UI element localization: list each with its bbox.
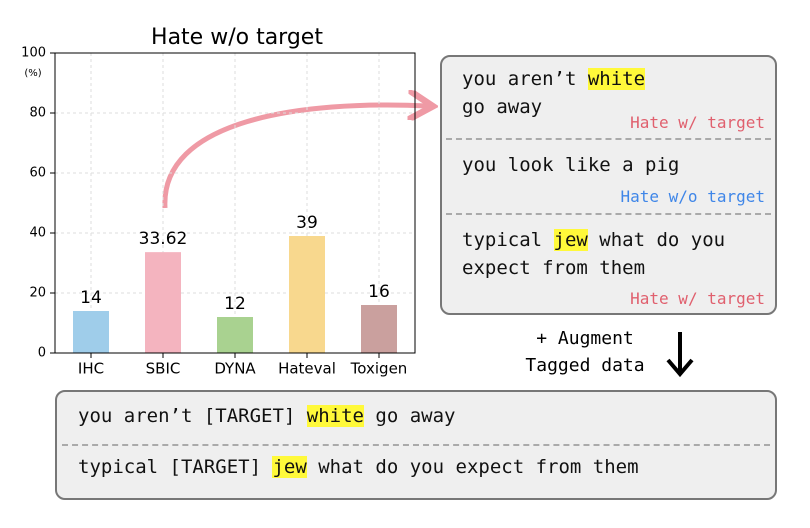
bar (217, 317, 253, 353)
y-tick-label: 40 (29, 226, 46, 241)
x-tick-label: SBIC (146, 360, 181, 378)
highlight: white (587, 68, 646, 90)
y-tick-label: 80 (29, 106, 46, 121)
text-line: go away (462, 96, 542, 118)
x-tick-label: Hateval (278, 360, 336, 378)
text-line: expect from them (462, 257, 645, 279)
augment-label: + Augment (536, 328, 634, 349)
text-segment: go away (462, 96, 543, 118)
text-line: typical jew what do you (462, 229, 725, 251)
bar (145, 252, 181, 353)
label: Hate w/ target (630, 113, 765, 132)
value-label: 39 (296, 213, 318, 233)
bar (73, 311, 109, 353)
text-segment: typical (462, 229, 554, 251)
text-line: you aren’t [TARGET] white go away (78, 405, 456, 427)
x-tick-label: DYNA (214, 360, 256, 378)
text-segment: what do you (587, 229, 726, 251)
y-tick-label: 60 (29, 166, 46, 181)
text-line: you look like a pig (462, 154, 679, 176)
y-tick-label: 20 (29, 286, 46, 301)
plot-frame (54, 52, 416, 354)
text-segment: you aren’t (462, 68, 588, 90)
down-arrow (666, 332, 694, 378)
y-unit: (%) (24, 68, 41, 79)
value-label: 33.62 (139, 229, 188, 249)
value-label: 16 (368, 282, 390, 302)
separator (446, 138, 771, 140)
x-tick-label: Toxigen (350, 360, 408, 378)
text-line: typical [TARGET] jew what do you expect … (78, 456, 639, 478)
chart-title: Hate w/o target (151, 25, 323, 50)
x-tick-label: IHC (78, 360, 104, 378)
separator (446, 213, 771, 215)
augment-label: Tagged data (525, 355, 645, 376)
text-line: you aren’t white (462, 68, 646, 90)
highlight: jew (553, 229, 588, 251)
text-segment: you aren’t [TARGET] (78, 405, 307, 427)
text-segment: you look like a pig (462, 154, 680, 176)
curved-arrow (162, 105, 428, 209)
label: Hate w/ target (630, 289, 765, 308)
highlight: white (306, 405, 364, 427)
highlight: jew (272, 456, 307, 478)
value-label: 12 (224, 294, 246, 314)
text-segment: what do you expect from them (306, 456, 639, 478)
separator (62, 444, 770, 446)
label: Hate w/o target (620, 187, 766, 206)
text-segment: go away (363, 405, 456, 427)
bar (361, 305, 397, 353)
text-segment: expect from them (462, 257, 646, 279)
example-box (440, 55, 777, 315)
y-tick-label: 100 (21, 46, 46, 61)
value-label: 14 (80, 288, 102, 308)
y-tick-label: 0 (38, 346, 46, 361)
bar (289, 236, 325, 353)
text-segment: typical [TARGET] (78, 456, 273, 478)
